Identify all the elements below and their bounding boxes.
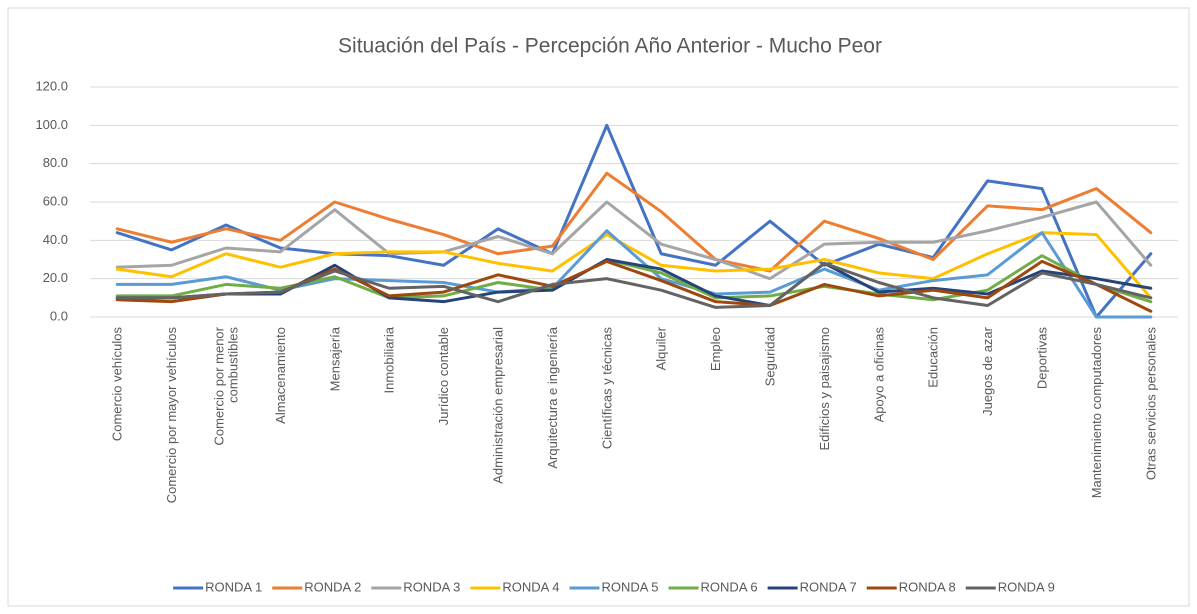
y-tick-label: 100.0 [35, 117, 68, 132]
x-tick-label: Empleo [708, 327, 723, 371]
x-tick-label: Almacenamiento [273, 327, 288, 424]
y-tick-label: 20.0 [43, 270, 68, 285]
x-tick-label: Comercio vehículos [110, 327, 125, 442]
x-tick-label-line: Arquitectura e ingeniería [545, 326, 560, 468]
y-tick-label: 0.0 [50, 308, 68, 323]
x-tick-label-line: Comercio por menor [211, 326, 226, 445]
x-tick-label-line: Empleo [708, 327, 723, 371]
y-tick-label: 40.0 [43, 232, 68, 247]
legend-item: RONDA 4 [470, 579, 559, 594]
legend-item: RONDA 1 [173, 579, 262, 594]
x-tick-label: Inmobiliaria [382, 326, 397, 393]
x-tick-label-line: Otras servicios personales [1143, 327, 1158, 481]
legend-label: RONDA 1 [205, 579, 262, 594]
legend-item: RONDA 2 [272, 579, 361, 594]
chart-title: Situación del País - Percepción Año Ante… [338, 35, 882, 58]
x-tick-label: Comercio por mayor vehículos [164, 327, 179, 504]
x-tick-label: Deportivas [1035, 327, 1050, 390]
x-tick-label: Juegos de azar [980, 326, 995, 416]
series-line [115, 231, 1153, 300]
x-tick-label-line: Comercio por mayor vehículos [164, 327, 179, 504]
y-tick-label: 120.0 [35, 78, 68, 93]
x-tick-label-line: Administración empresarial [491, 327, 506, 484]
x-tick-label: Jurídico contable [436, 327, 451, 425]
legend-item: RONDA 5 [569, 579, 659, 594]
x-tick-label: Mensajería [327, 326, 342, 391]
legend-label: RONDA 8 [899, 579, 956, 594]
x-tick-label-line: Alquiler [654, 326, 669, 370]
legend-item: RONDA 3 [371, 579, 460, 594]
x-tick-label-line: Deportivas [1035, 327, 1050, 390]
x-tick-label: Otras servicios personales [1143, 327, 1158, 481]
x-tick-label-line: Mantenimiento computadores [1089, 327, 1104, 499]
x-tick-label-line: Juegos de azar [980, 326, 995, 416]
x-tick-label-line: Jurídico contable [436, 327, 451, 425]
legend: RONDA 1 RONDA 2 RONDA 3 RONDA 4 RONDA 5 RONDA… [173, 579, 1055, 594]
x-tick-label-line: Edificios y paisajismo [817, 327, 832, 451]
y-tick-label: 80.0 [43, 155, 68, 170]
legend-label: RONDA 3 [403, 579, 460, 594]
x-tick-label: Apoyo a oficinas [871, 327, 886, 423]
legend-item: RONDA 6 [668, 579, 758, 594]
legend-item: RONDA 8 [866, 579, 956, 594]
x-tick-label-line: Almacenamiento [273, 327, 288, 424]
legend-label: RONDA 6 [701, 579, 758, 594]
x-tick-label: Seguridad [763, 327, 778, 386]
legend-label: RONDA 2 [304, 579, 361, 594]
x-tick-label: Comercio por menorcombustibles [211, 326, 240, 445]
series-line [115, 171, 1153, 273]
x-tick-label: Arquitectura e ingeniería [545, 326, 560, 468]
x-tick-label: Científicas y técnicas [599, 327, 614, 450]
x-tick-label-line: Mensajería [327, 326, 342, 391]
legend-item: RONDA 9 [965, 579, 1055, 594]
x-tick-label: Educación [926, 327, 941, 388]
series-line [115, 123, 1153, 319]
x-tick-label-line: Educación [926, 327, 941, 388]
x-tick-label-line: Inmobiliaria [382, 326, 397, 393]
y-tick-label: 60.0 [43, 193, 68, 208]
legend-label: RONDA 9 [998, 579, 1055, 594]
series-line [115, 261, 1153, 309]
legend-label: RONDA 4 [502, 579, 559, 594]
x-tick-label: Edificios y paisajismo [817, 327, 832, 451]
x-tick-label-line: Científicas y técnicas [599, 327, 614, 450]
x-tick-label-line: Apoyo a oficinas [871, 327, 886, 423]
x-tick-label: Administración empresarial [491, 327, 506, 484]
series-line [115, 200, 1153, 281]
chart-border [7, 7, 1190, 607]
legend-item: RONDA 7 [767, 579, 857, 594]
x-tick-label-line: Seguridad [763, 327, 778, 386]
x-tick-label: Mantenimiento computadores [1089, 327, 1104, 499]
legend-label: RONDA 7 [800, 579, 857, 594]
x-tick-label-line: Comercio vehículos [110, 327, 125, 442]
x-tick-label-line: combustibles [226, 327, 241, 403]
legend-label: RONDA 5 [601, 579, 658, 594]
x-tick-label: Alquiler [654, 326, 669, 370]
